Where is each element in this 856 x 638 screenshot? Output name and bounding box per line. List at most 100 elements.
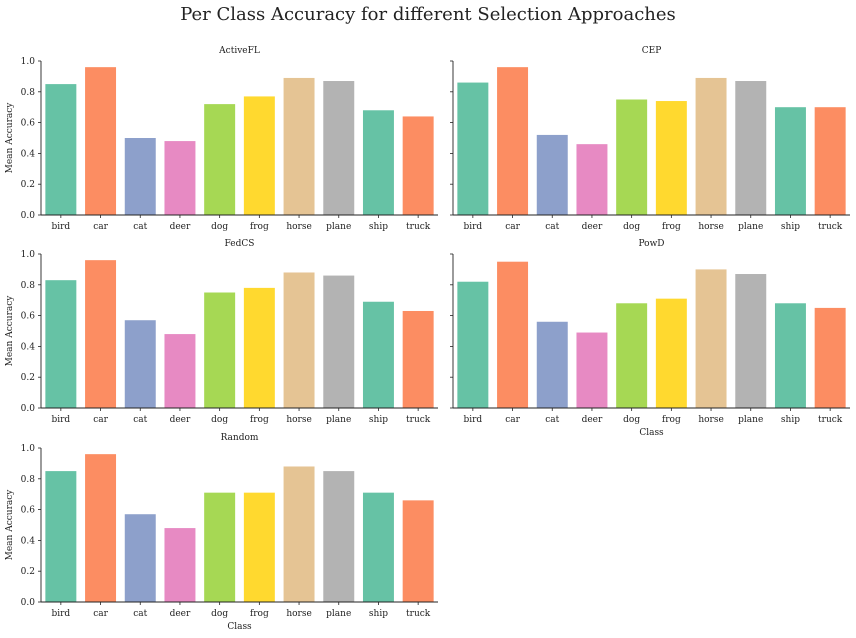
- x-tick-label-truck: truck: [818, 415, 843, 425]
- panel-title: FedCS: [225, 239, 255, 249]
- x-tick-label-deer: deer: [170, 222, 191, 232]
- bar-deer: [164, 141, 196, 215]
- bar-truck: [814, 107, 846, 215]
- x-tick-label-frog: frog: [250, 415, 269, 425]
- x-tick-label-truck: truck: [818, 222, 843, 232]
- x-tick-label-plane: plane: [326, 609, 351, 619]
- bar-dog: [204, 292, 236, 408]
- y-tick-label: 0.2: [21, 373, 35, 383]
- bar-cat: [124, 320, 156, 408]
- y-tick-label: 0.6: [21, 506, 36, 516]
- x-tick-label-deer: deer: [170, 609, 191, 619]
- bar-bird: [45, 84, 77, 215]
- x-tick-label-car: car: [505, 415, 520, 425]
- x-tick-label-bird: bird: [51, 222, 70, 232]
- bar-car: [497, 67, 529, 215]
- x-tick-label-dog: dog: [623, 222, 640, 232]
- x-tick-label-frog: frog: [662, 222, 681, 232]
- y-tick-label: 1.0: [21, 57, 36, 67]
- panel-activefl: ActiveFL bird car cat deer dog frog horse plane s…: [5, 46, 438, 232]
- y-tick-label: 0.4: [21, 149, 36, 159]
- bar-ship: [362, 301, 394, 408]
- x-tick-label-plane: plane: [326, 415, 351, 425]
- panel-cep: CEP bird car cat deer dog frog horse plane ship tr…: [450, 46, 850, 232]
- x-tick-label-ship: ship: [781, 222, 800, 232]
- x-tick-label-frog: frog: [250, 609, 269, 619]
- x-tick-label-horse: horse: [286, 222, 311, 232]
- bar-car: [85, 454, 117, 602]
- x-tick-label-car: car: [93, 609, 108, 619]
- bar-ship: [362, 492, 394, 602]
- x-tick-label-bird: bird: [463, 415, 482, 425]
- y-tick-label: 0.0: [21, 598, 36, 608]
- bar-frog: [243, 287, 275, 408]
- x-tick-label-horse: horse: [286, 609, 311, 619]
- y-axis-label: Mean Accuracy: [5, 489, 15, 561]
- bar-horse: [283, 466, 315, 602]
- x-tick-label-dog: dog: [211, 222, 228, 232]
- bar-plane: [323, 275, 355, 408]
- y-tick-label: 0.6: [21, 312, 36, 322]
- x-tick-label-horse: horse: [698, 222, 723, 232]
- bar-frog: [243, 96, 275, 215]
- x-axis-label: Class: [639, 428, 664, 438]
- x-tick-label-cat: cat: [133, 609, 147, 619]
- panel-random: Random bird car cat deer dog frog horse plane shi…: [5, 433, 438, 632]
- bar-bird: [457, 281, 489, 408]
- bar-ship: [362, 110, 394, 215]
- bar-plane: [323, 471, 355, 602]
- bar-car: [497, 261, 529, 408]
- panel-powd: PowD bird car cat deer dog frog horse plane ship t…: [450, 239, 850, 438]
- x-tick-label-cat: cat: [133, 415, 147, 425]
- bar-plane: [735, 274, 767, 408]
- x-tick-label-deer: deer: [170, 415, 191, 425]
- x-tick-label-horse: horse: [698, 415, 723, 425]
- x-tick-label-plane: plane: [326, 222, 351, 232]
- bar-dog: [616, 99, 648, 215]
- x-tick-label-cat: cat: [545, 222, 559, 232]
- bar-truck: [402, 310, 434, 408]
- y-tick-label: 0.4: [21, 342, 36, 352]
- x-tick-label-bird: bird: [463, 222, 482, 232]
- bar-cat: [124, 514, 156, 602]
- x-tick-label-plane: plane: [738, 222, 763, 232]
- bar-deer: [576, 144, 608, 215]
- x-tick-label-truck: truck: [406, 609, 431, 619]
- bar-truck: [814, 307, 846, 408]
- bar-ship: [774, 107, 806, 215]
- x-tick-label-car: car: [93, 415, 108, 425]
- y-tick-label: 0.4: [21, 536, 36, 546]
- x-tick-label-truck: truck: [406, 222, 431, 232]
- y-tick-label: 0.8: [21, 281, 36, 291]
- bar-dog: [204, 104, 236, 215]
- bar-car: [85, 67, 117, 215]
- bar-dog: [616, 303, 648, 408]
- y-tick-label: 1.0: [21, 444, 36, 454]
- y-tick-label: 1.0: [21, 250, 36, 260]
- x-tick-label-car: car: [505, 222, 520, 232]
- y-tick-label: 0.8: [21, 88, 36, 98]
- x-tick-label-deer: deer: [582, 415, 603, 425]
- x-tick-label-truck: truck: [406, 415, 431, 425]
- bar-horse: [695, 77, 727, 215]
- y-tick-label: 0.6: [21, 119, 36, 129]
- bar-deer: [164, 334, 196, 408]
- panel-title: ActiveFL: [218, 46, 260, 56]
- bar-cat: [536, 321, 568, 408]
- x-tick-label-frog: frog: [250, 222, 269, 232]
- bar-car: [85, 260, 117, 408]
- x-tick-label-cat: cat: [133, 222, 147, 232]
- bar-truck: [402, 500, 434, 602]
- figure-title: Per Class Accuracy for different Selecti…: [180, 4, 676, 25]
- x-tick-label-dog: dog: [623, 415, 640, 425]
- panel-fedcs: FedCS bird car cat deer dog frog horse plane ship…: [5, 239, 438, 425]
- x-tick-label-deer: deer: [582, 222, 603, 232]
- x-tick-label-frog: frog: [662, 415, 681, 425]
- bar-ship: [774, 303, 806, 408]
- bar-horse: [283, 272, 315, 408]
- y-axis-label: Mean Accuracy: [5, 295, 15, 367]
- bar-bird: [45, 280, 77, 408]
- y-tick-label: 0.2: [21, 180, 35, 190]
- y-tick-label: 0.8: [21, 475, 36, 485]
